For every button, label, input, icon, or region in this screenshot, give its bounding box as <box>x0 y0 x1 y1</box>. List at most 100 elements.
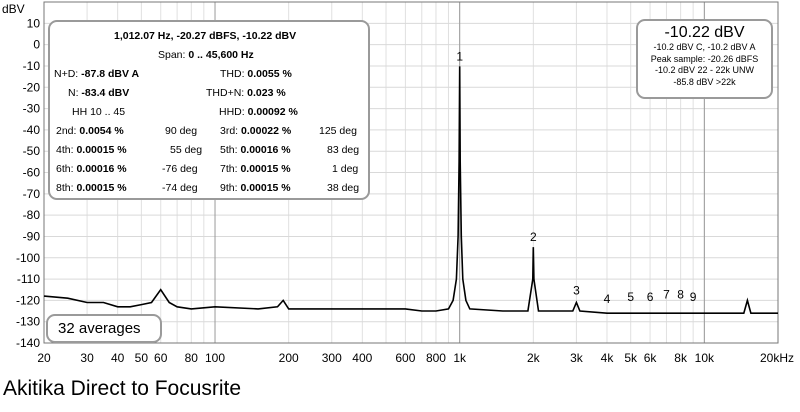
harmonic-marker-label: 3 <box>573 283 580 297</box>
hhd-row: HHD: 0.00092 % <box>219 106 298 118</box>
x-tick-label: 30 <box>80 351 94 365</box>
stats-panel: 1,012.07 Hz, -20.27 dBFS, -10.22 dBV Spa… <box>48 20 370 200</box>
h4-row: 4th: 0.00015 % <box>56 144 127 156</box>
h5-row: 5th: 0.00016 % <box>220 144 291 156</box>
y-tick-label: -80 <box>23 208 41 222</box>
h6-phase: -76 deg <box>162 163 198 175</box>
hhd-label: HHD: <box>219 106 245 118</box>
y-tick-label: -10 <box>23 59 41 73</box>
h4-phase: 55 deg <box>170 144 203 156</box>
x-tick-label: 4k <box>601 351 615 365</box>
harmonic-marker-label: 6 <box>647 290 654 304</box>
thdn-label: THD+N: <box>206 87 245 99</box>
y-tick-label: -90 <box>23 229 41 243</box>
x-tick-label: 400 <box>352 351 372 365</box>
harm-value: 0.00015 % <box>240 163 291 175</box>
level-main: -10.22 dBV <box>664 24 745 41</box>
level-line-3: -10.2 dBV 22 - 22k UNW <box>654 65 755 75</box>
thd-row: THD: 0.0055 % <box>220 68 292 80</box>
y-tick-label: -100 <box>16 251 40 265</box>
x-tick-label: 5k <box>624 351 638 365</box>
harm-value: 0.00022 % <box>241 125 292 137</box>
h3-phase: 125 deg <box>319 125 357 137</box>
y-tick-label: -20 <box>23 80 41 94</box>
harmonic-marker-label: 2 <box>530 230 537 244</box>
h3-row: 3rd: 0.00022 % <box>220 125 291 137</box>
nd-row: N+D: -87.8 dBV A <box>54 68 139 80</box>
h7-phase: 1 deg <box>332 163 359 175</box>
x-tick-label: 100 <box>205 351 225 365</box>
x-tick-label: 3k <box>570 351 584 365</box>
h8-phase: -74 deg <box>162 182 198 194</box>
harm-label: 9th: <box>220 182 238 194</box>
harmonic-marker-label: 8 <box>677 288 684 302</box>
h9-phase: 38 deg <box>327 182 360 194</box>
thdn-row: THD+N: 0.023 % <box>206 87 286 99</box>
chart-caption: Akitika Direct to Focusrite <box>3 377 242 400</box>
x-tick-label: 80 <box>185 351 199 365</box>
harmonic-marker-label: 4 <box>604 292 611 306</box>
y-tick-label: -60 <box>23 166 41 180</box>
x-tick-label: 20 <box>37 351 51 365</box>
x-tick-label: 50 <box>135 351 149 365</box>
n-label: N: <box>68 87 79 99</box>
y-tick-label: 0 <box>33 38 40 52</box>
h7-row: 7th: 0.00015 % <box>220 163 291 175</box>
y-tick-label: -140 <box>16 336 40 350</box>
harm-label: 3rd: <box>220 125 239 137</box>
plot-frame <box>43 1 779 344</box>
y-axis-label: dBV <box>2 2 25 16</box>
harm-label: 5th: <box>220 144 238 156</box>
hh-label: HH 10 .. 45 <box>72 106 126 118</box>
harm-value: 0.00015 % <box>76 144 127 156</box>
y-tick-label: -30 <box>23 102 41 116</box>
x-tick-label: 10k <box>695 351 715 365</box>
stats-header: 1,012.07 Hz, -20.27 dBFS, -10.22 dBV <box>114 30 297 42</box>
span-value: 0 .. 45,600 Hz <box>188 49 254 61</box>
y-tick-label: -40 <box>23 123 41 137</box>
h2-row: 2nd: 0.0054 % <box>56 125 124 137</box>
harm-label: 2nd: <box>56 125 77 137</box>
averages-badge: 32 averages <box>46 314 162 343</box>
x-tick-label: 200 <box>279 351 299 365</box>
x-tick-label: 20kHz <box>760 351 794 365</box>
y-tick-label: -130 <box>16 315 40 329</box>
harm-label: 8th: <box>56 182 74 194</box>
x-tick-label: 800 <box>426 351 446 365</box>
span-row: Span: 0 .. 45,600 Hz <box>158 49 254 61</box>
h9-row: 9th: 0.00015 % <box>220 182 291 194</box>
level-line-2: Peak sample: -20.26 dBFS <box>650 53 759 64</box>
harm-value: 0.00016 % <box>240 144 291 156</box>
hhd-value: 0.00092 % <box>247 106 298 118</box>
x-tick-label: 8k <box>674 351 688 365</box>
level-line-1: -10.2 dBV C, -10.2 dBV A <box>653 42 756 52</box>
x-tick-label: 1k <box>453 351 467 365</box>
h6-row: 6th: 0.00016 % <box>56 163 127 175</box>
harm-label: 7th: <box>220 163 238 175</box>
nd-value: -87.8 dBV A <box>81 68 140 80</box>
harm-label: 4th: <box>56 144 74 156</box>
x-tick-label: 2k <box>527 351 541 365</box>
y-tick-label: -110 <box>17 272 40 286</box>
spectrum-series-line <box>43 66 778 314</box>
h8-row: 8th: 0.00015 % <box>56 182 127 194</box>
thdn-value: 0.023 % <box>247 87 286 99</box>
y-tick-label: -70 <box>23 187 41 201</box>
n-value: -83.4 dBV <box>81 87 130 99</box>
x-tick-label: 300 <box>322 351 342 365</box>
harm-value: 0.00016 % <box>76 163 127 175</box>
level-line-4: -85.8 dBV >22k <box>673 76 736 87</box>
level-panel: -10.22 dBV -10.2 dBV C, -10.2 dBV A Peak… <box>636 19 773 99</box>
thd-label: THD: <box>220 68 245 80</box>
nd-label: N+D: <box>54 68 79 80</box>
h5-phase: 83 deg <box>327 144 360 156</box>
harmonic-marker-label: 7 <box>663 288 670 302</box>
n-row: N: -83.4 dBV <box>68 87 129 99</box>
harmonic-marker-label: 1 <box>456 49 463 63</box>
y-tick-label: -50 <box>23 144 41 158</box>
y-tick-label: -120 <box>16 293 40 307</box>
x-tick-label: 6k <box>644 351 658 365</box>
harm-value: 0.00015 % <box>76 182 127 194</box>
y-tick-label: 10 <box>27 16 41 30</box>
x-tick-label: 60 <box>154 351 168 365</box>
